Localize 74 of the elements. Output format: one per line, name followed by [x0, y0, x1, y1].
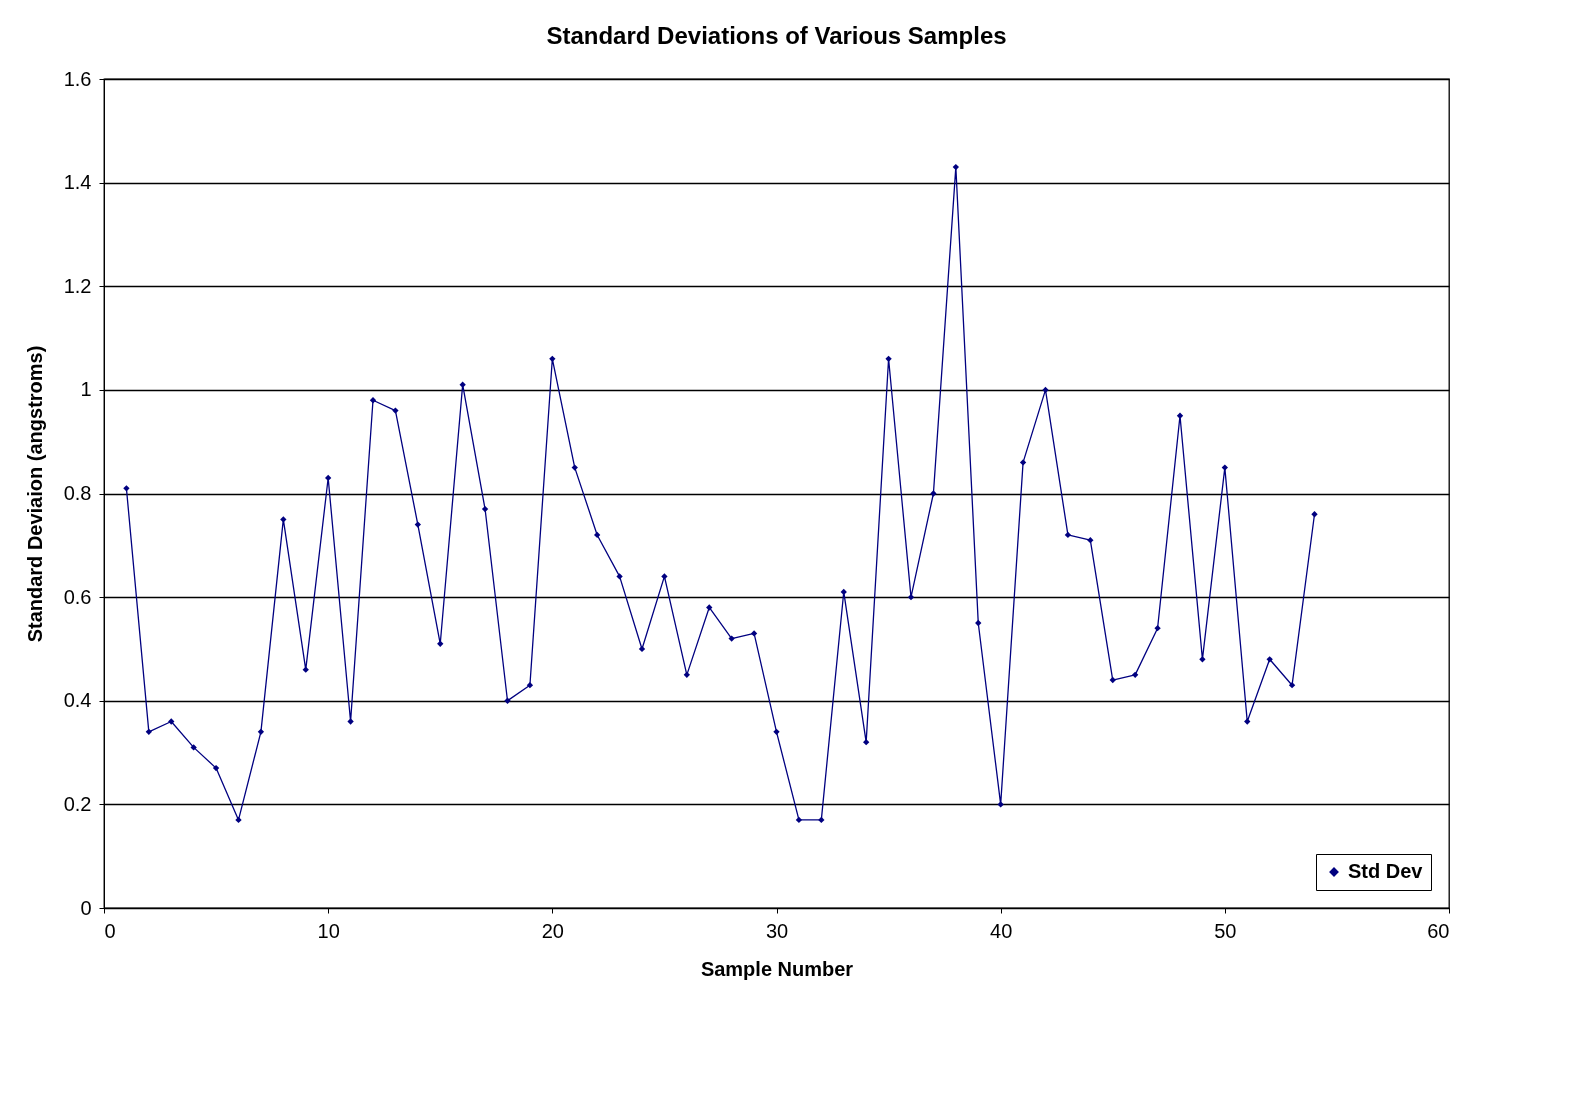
point [414, 521, 421, 528]
point [347, 718, 354, 725]
point [1221, 464, 1228, 471]
point [123, 485, 130, 492]
point [907, 593, 915, 601]
point [638, 645, 646, 653]
y-tick-label: 0.6 [63, 585, 92, 608]
point [168, 718, 175, 725]
point [683, 671, 690, 679]
point [504, 697, 511, 704]
x-tick-label: 60 [1427, 919, 1450, 942]
point [975, 619, 982, 627]
point [1311, 511, 1318, 518]
y-tick-label: 0 [80, 896, 92, 919]
y-tick-label: 0.8 [63, 482, 92, 504]
point [1199, 656, 1206, 663]
y-tick-label: 0.4 [63, 689, 92, 712]
point [190, 744, 197, 751]
x-tick-label: 40 [990, 919, 1013, 942]
chart-title: Standard Deviations of Various Samples [546, 22, 1007, 49]
point [616, 573, 623, 580]
point [863, 739, 870, 746]
point [481, 505, 489, 513]
point [1042, 386, 1049, 394]
x-axis-title: Sample Number [700, 957, 854, 980]
point [930, 490, 937, 497]
point [840, 588, 847, 596]
y-axis-title: Standard Deviaion (angstroms) [23, 345, 46, 643]
x-tick-label: 0 [104, 919, 116, 942]
point [369, 397, 377, 404]
y-tick-label: 1.4 [63, 171, 92, 194]
point [1109, 676, 1116, 684]
point [1176, 412, 1184, 419]
point [795, 816, 803, 824]
y-tick-label: 0.2 [63, 792, 92, 815]
point [706, 604, 713, 611]
x-tick-label: 50 [1214, 919, 1237, 942]
point [1019, 459, 1027, 466]
point [235, 816, 242, 824]
point [549, 355, 556, 362]
point [526, 682, 534, 689]
point [1087, 536, 1094, 544]
point [773, 728, 780, 735]
point [459, 381, 466, 388]
point [145, 728, 152, 735]
point [325, 474, 332, 482]
legend-label: Std Dev [1348, 860, 1424, 882]
y-tick-label: 1.6 [63, 67, 92, 90]
point [1266, 656, 1273, 663]
point [750, 630, 758, 637]
point [952, 163, 959, 171]
point [571, 464, 578, 471]
point [1154, 625, 1161, 632]
point [257, 728, 265, 735]
point [1288, 682, 1296, 689]
point [392, 407, 399, 414]
point [1132, 671, 1139, 679]
point [594, 531, 601, 539]
point [728, 635, 735, 642]
point [212, 764, 220, 772]
point [280, 516, 287, 523]
point [818, 816, 825, 824]
point [302, 666, 309, 673]
point [437, 640, 444, 647]
x-tick-label: 30 [765, 919, 789, 942]
y-tick-label: 1.2 [63, 274, 92, 297]
point [1244, 718, 1251, 725]
y-tick-label: 1 [80, 378, 92, 401]
point [997, 801, 1004, 808]
point [885, 355, 892, 362]
x-tick-label: 20 [541, 919, 564, 942]
x-tick-label: 10 [317, 919, 340, 942]
point [661, 573, 668, 580]
point [1064, 531, 1072, 539]
